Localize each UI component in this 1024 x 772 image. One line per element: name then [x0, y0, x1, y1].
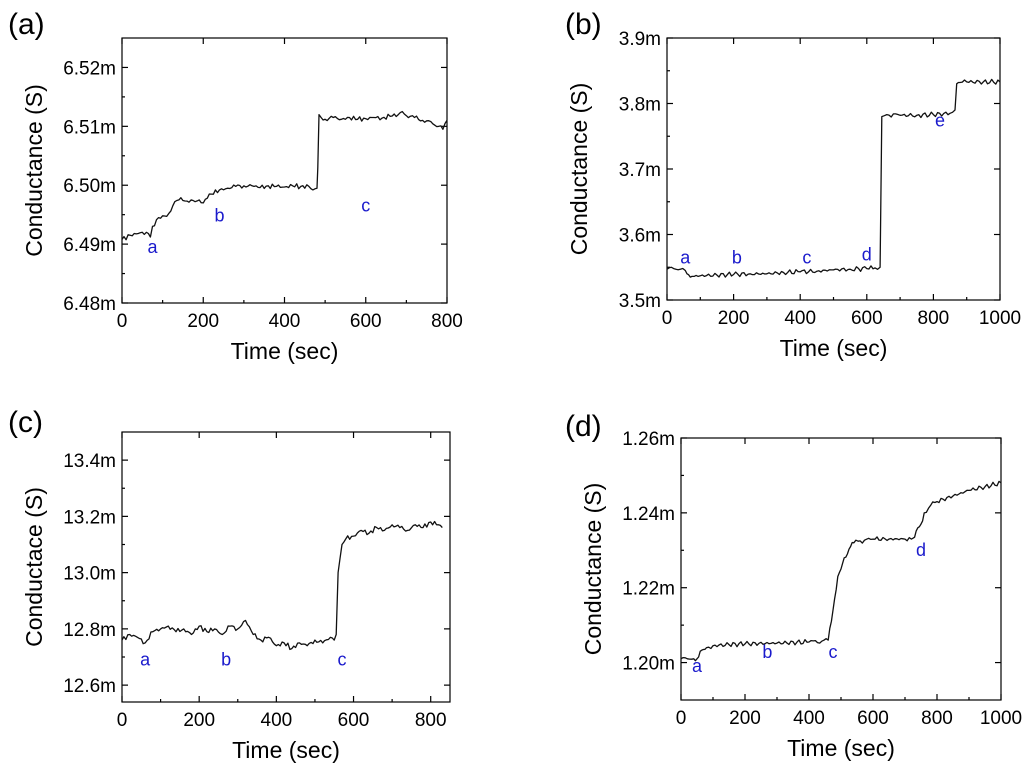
y-tick-label: 3.5m	[619, 291, 661, 312]
x-tick-label: 400	[793, 708, 825, 729]
chart-panel-c: (c) 0 200 400 600 800 12.6m 12.8m 13.0m 13.2m 13.4…	[8, 406, 451, 763]
y-tick-label: 3.8m	[619, 95, 661, 116]
annotation-label: c	[829, 642, 838, 662]
x-tick-label: 600	[851, 308, 883, 329]
x-tick-label: 200	[729, 708, 761, 729]
annotation-label: b	[762, 642, 772, 662]
chart-panel-a: (a) 0 200 400 600 800 6.48m 6.49m 6.50m 6.51m 6.52…	[8, 8, 463, 364]
x-axis-title: Time (sec)	[232, 737, 340, 763]
plot-frame	[121, 37, 448, 304]
x-tick-label: 0	[117, 710, 128, 731]
annotation-label: b	[221, 649, 231, 669]
x-tick-label: 600	[338, 710, 370, 731]
x-axis-title: Time (sec)	[780, 335, 888, 361]
y-tick-label: 6.51m	[63, 117, 116, 138]
y-tick-label: 1.20m	[622, 654, 675, 675]
x-tick-label: 200	[187, 311, 219, 332]
x-tick-label: 600	[350, 311, 382, 332]
plot-frame	[666, 37, 1001, 301]
x-tick-label: 400	[784, 308, 816, 329]
series-line	[666, 78, 1001, 278]
y-tick-label: 6.52m	[63, 58, 116, 79]
series-line	[121, 110, 448, 241]
annotation-label: b	[732, 247, 742, 267]
y-axis-title: Conductance (S)	[21, 84, 47, 257]
x-tick-label: 0	[117, 311, 128, 332]
x-tick-label: 200	[718, 308, 750, 329]
annotation-label: a	[680, 247, 691, 267]
x-tick-label: 0	[662, 308, 673, 329]
y-tick-label: 12.6m	[63, 676, 116, 697]
y-axis-title: Conductance (S)	[566, 83, 592, 256]
y-axis-title: Conductance (S)	[580, 483, 606, 656]
plot-frame	[121, 431, 451, 703]
series-line	[121, 520, 443, 651]
y-tick-label: 3.9m	[619, 29, 661, 50]
x-tick-label: 400	[261, 710, 293, 731]
y-tick-label: 1.22m	[622, 579, 675, 600]
x-tick-label: 800	[918, 308, 950, 329]
y-tick-label: 13.2m	[63, 507, 116, 528]
x-axis-title: Time (sec)	[231, 338, 339, 364]
annotation-label: c	[361, 196, 370, 216]
panel-label: (a)	[8, 8, 45, 41]
series-line	[680, 480, 1002, 662]
x-tick-label: 200	[183, 710, 215, 731]
panel-label: (b)	[565, 8, 602, 41]
y-tick-label: 6.49m	[63, 235, 116, 256]
x-tick-label: 0	[676, 708, 687, 729]
annotation-label: d	[916, 540, 926, 560]
panel-label: (c)	[8, 406, 43, 439]
y-tick-label: 13.4m	[63, 451, 116, 472]
y-tick-label: 1.26m	[622, 429, 675, 450]
annotation-label: d	[862, 245, 872, 265]
chart-panel-b: (b) 0 200 400 600 800 1000 3.5m 3.6m 3.7m 3.8m 3.9m…	[565, 8, 1021, 361]
annotation-label: c	[337, 649, 346, 669]
y-tick-label: 13.0m	[63, 564, 116, 585]
x-tick-label: 800	[431, 311, 463, 332]
x-tick-label: 400	[269, 311, 301, 332]
x-tick-label: 1000	[980, 708, 1022, 729]
annotation-label: a	[692, 656, 703, 676]
y-tick-label: 3.7m	[619, 160, 661, 181]
y-tick-label: 3.6m	[619, 226, 661, 247]
x-axis-title: Time (sec)	[787, 735, 895, 761]
y-axis-title: Conductace (S)	[21, 487, 47, 647]
x-tick-label: 800	[415, 710, 447, 731]
x-tick-label: 1000	[979, 308, 1021, 329]
chart-panel-d: (d) 0 200 400 600 800 1000 1.20m 1.22m 1.24m 1.26m…	[565, 410, 1022, 761]
annotation-label: b	[214, 206, 224, 226]
y-tick-label: 6.48m	[63, 294, 116, 315]
y-tick-label: 12.8m	[63, 620, 116, 641]
annotation-label: c	[802, 247, 811, 267]
annotation-label: a	[147, 237, 158, 257]
annotation-label: e	[935, 110, 945, 130]
annotation-label: a	[140, 649, 151, 669]
panel-label: (d)	[565, 410, 602, 443]
y-tick-label: 6.50m	[63, 176, 116, 197]
y-tick-label: 1.24m	[622, 504, 675, 525]
x-tick-label: 800	[921, 708, 953, 729]
x-tick-label: 600	[857, 708, 889, 729]
